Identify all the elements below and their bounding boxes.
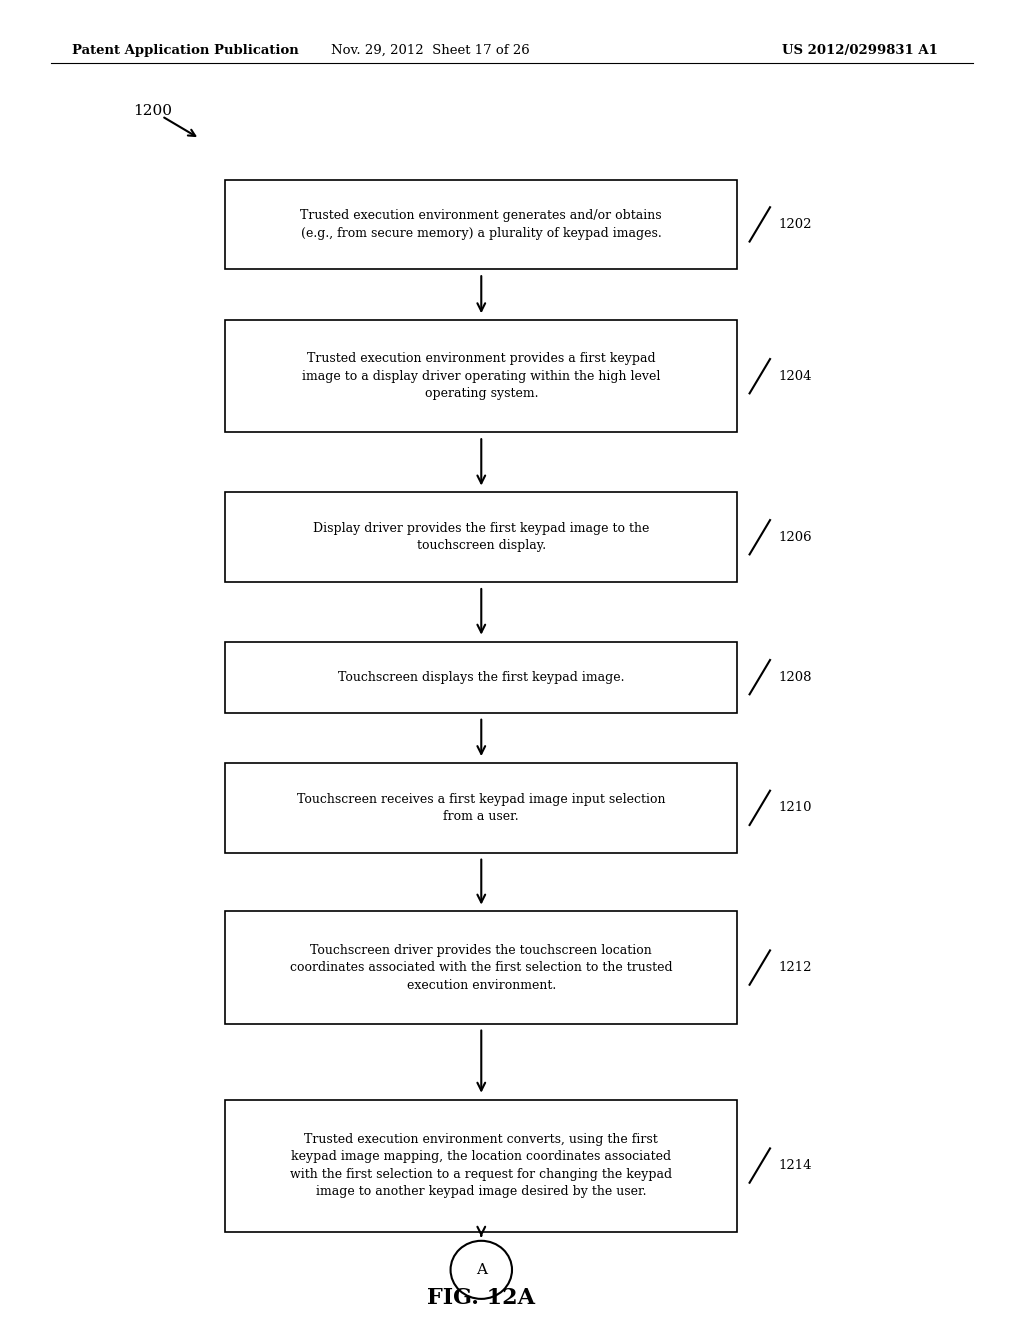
Text: 1208: 1208: [778, 671, 812, 684]
Text: A: A: [476, 1263, 486, 1276]
Text: US 2012/0299831 A1: US 2012/0299831 A1: [782, 44, 938, 57]
Text: Touchscreen receives a first keypad image input selection
from a user.: Touchscreen receives a first keypad imag…: [297, 792, 666, 824]
Text: 1202: 1202: [778, 218, 812, 231]
Text: 1200: 1200: [133, 104, 172, 117]
Text: 1212: 1212: [778, 961, 812, 974]
Text: Touchscreen displays the first keypad image.: Touchscreen displays the first keypad im…: [338, 671, 625, 684]
FancyBboxPatch shape: [225, 492, 737, 582]
FancyBboxPatch shape: [225, 180, 737, 269]
Text: Patent Application Publication: Patent Application Publication: [72, 44, 298, 57]
FancyBboxPatch shape: [225, 911, 737, 1024]
Text: Nov. 29, 2012  Sheet 17 of 26: Nov. 29, 2012 Sheet 17 of 26: [331, 44, 529, 57]
Text: Trusted execution environment converts, using the first
keypad image mapping, th: Trusted execution environment converts, …: [290, 1133, 673, 1199]
Text: 1204: 1204: [778, 370, 812, 383]
Text: 1206: 1206: [778, 531, 812, 544]
FancyBboxPatch shape: [225, 321, 737, 433]
FancyBboxPatch shape: [225, 763, 737, 853]
FancyBboxPatch shape: [225, 1100, 737, 1232]
Text: Trusted execution environment generates and/or obtains
(e.g., from secure memory: Trusted execution environment generates …: [300, 209, 663, 240]
Text: Touchscreen driver provides the touchscreen location
coordinates associated with: Touchscreen driver provides the touchscr…: [290, 944, 673, 991]
Text: 1210: 1210: [778, 801, 812, 814]
Text: Display driver provides the first keypad image to the
touchscreen display.: Display driver provides the first keypad…: [313, 521, 649, 553]
Text: 1214: 1214: [778, 1159, 812, 1172]
FancyBboxPatch shape: [225, 642, 737, 713]
Text: FIG. 12A: FIG. 12A: [427, 1287, 536, 1309]
Text: Trusted execution environment provides a first keypad
image to a display driver : Trusted execution environment provides a…: [302, 352, 660, 400]
